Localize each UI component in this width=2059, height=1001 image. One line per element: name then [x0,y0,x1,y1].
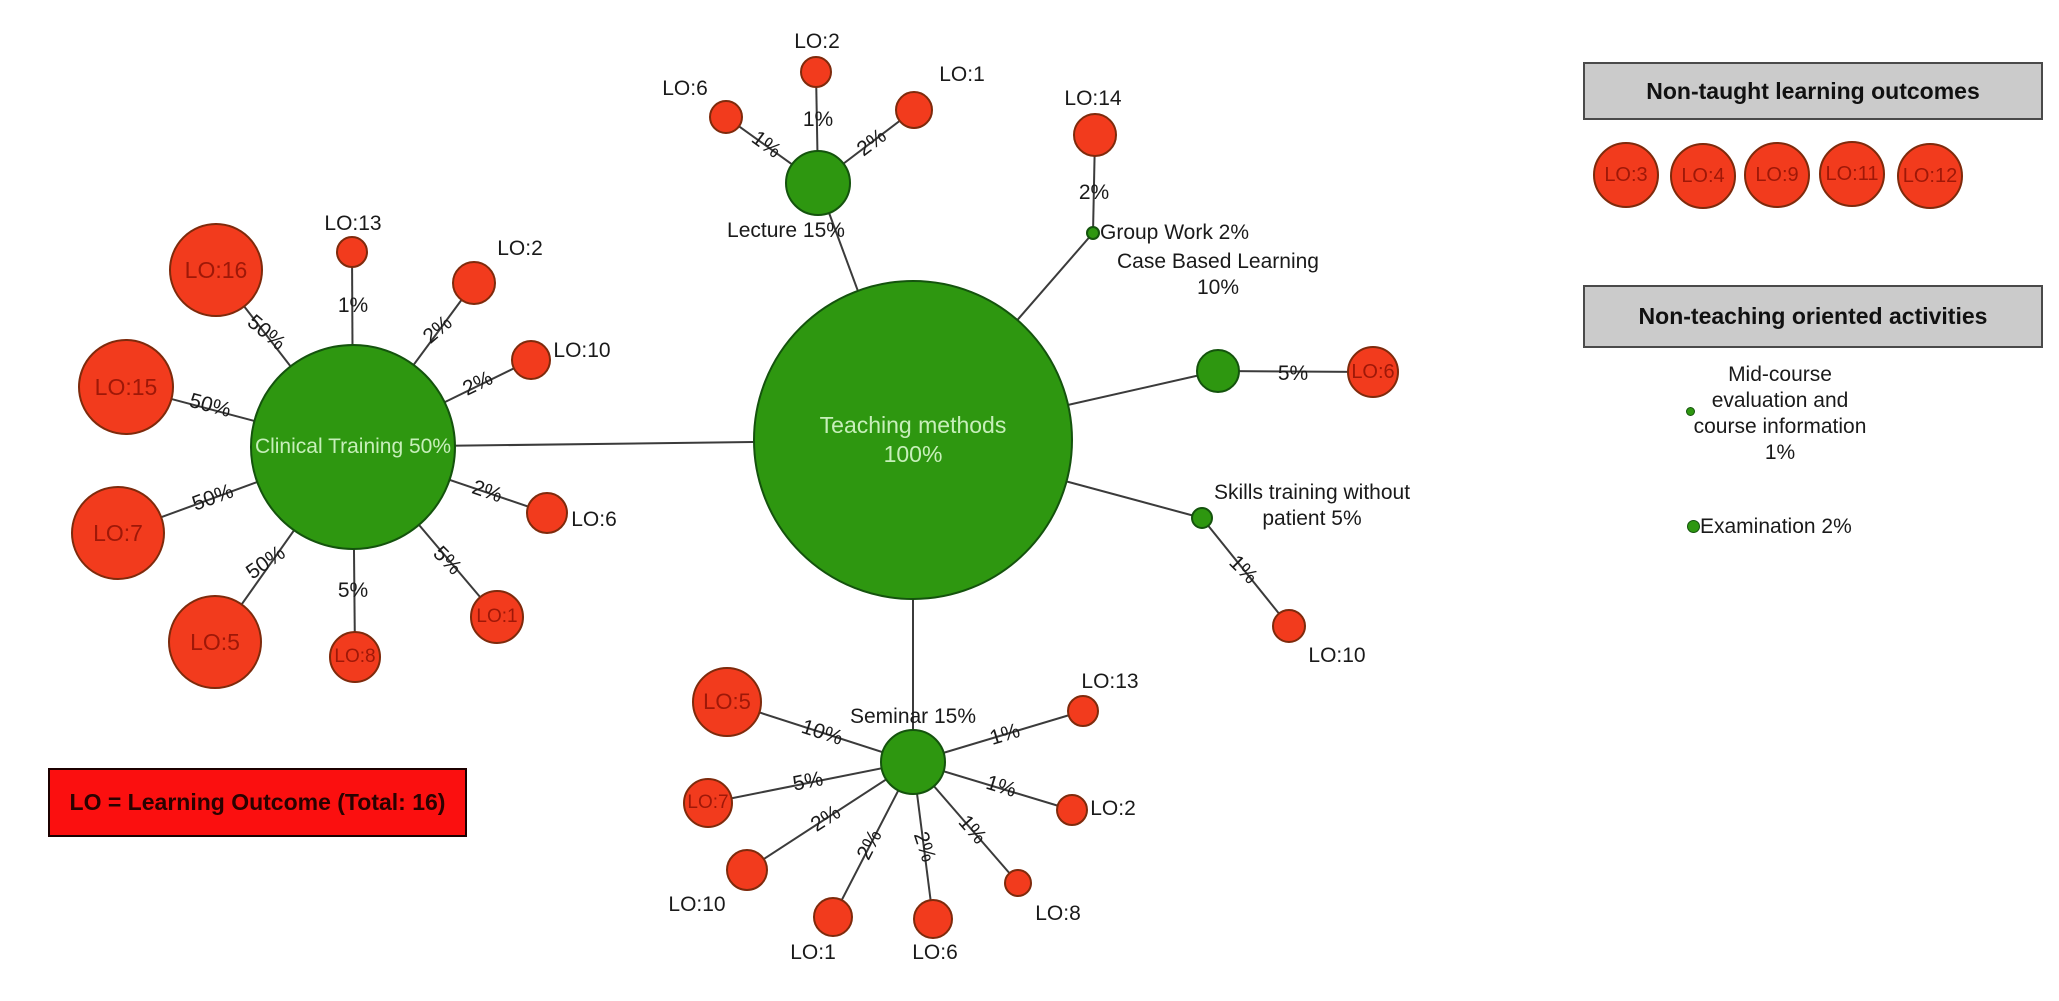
node-clinical-lo8: LO:8 [329,631,381,683]
node-lecture-lo6 [709,100,743,134]
edge-label-groupwork-lo14: 2% [1078,181,1110,204]
skills-hub-label-line2: patient 5% [1262,507,1362,530]
node-skills-lo10 [1272,609,1306,643]
legend-midcourse-line1: Mid-course [1728,363,1832,386]
seminar-hub-label: Seminar 15% [849,705,977,728]
edge-label-clinical-lo8: 5% [337,579,369,602]
node-label-skills-lo10: LO:10 [1308,644,1366,667]
node-lecture-lo1 [895,91,933,129]
node-label-clinical-lo13: LO:13 [324,212,382,235]
node-groupwork-lo14 [1073,113,1117,157]
node-label-lecture-lo1: LO:1 [939,63,985,86]
node-label-clinical-lo2: LO:2 [497,237,543,260]
node-label-clinical-lo6: LO:6 [571,508,617,531]
node-clinical-lo13 [336,236,368,268]
node-clinical-training-hub: Clinical Training 50% [250,344,456,550]
node-casebased-lo6: LO:6 [1347,346,1399,398]
node-lecture-lo2 [800,56,832,88]
legend-activities-title: Non-teaching oriented activities [1638,303,1988,329]
node-label-seminar-lo2: LO:2 [1090,797,1136,820]
node-label-lecture-lo6: LO:6 [662,77,708,100]
legend-nontaught-header: Non-taught learning outcomes [1583,62,2043,120]
node-label-seminar-lo8: LO:8 [1035,902,1081,925]
node-seminar-lo10 [726,849,768,891]
edge-label-lecture-lo2: 1% [802,108,834,131]
node-clinical-lo2 [452,261,496,305]
note-text: LO = Learning Outcome (Total: 16) [69,789,446,815]
node-skills-hub [1191,507,1213,529]
legend-examination-dot [1687,520,1700,533]
legend-midcourse-dot [1686,407,1695,416]
legend-node-lo4: LO:4 [1670,143,1736,209]
casebased-hub-label-line2: 10% [1196,276,1240,299]
legend-examination-label: Examination 2% [1700,515,1852,538]
node-seminar-lo2 [1056,794,1088,826]
legend-node-lo9: LO:9 [1744,142,1810,208]
node-casebased-hub [1196,349,1240,393]
node-seminar-lo7: LO:7 [683,778,733,828]
legend-node-lo11: LO:11 [1819,141,1885,207]
node-clinical-lo5: LO:5 [168,595,262,689]
teaching-hub-label-line2: 100% [883,441,943,467]
edge-label-casebased-lo6: 5% [1277,362,1309,385]
legend-midcourse-line4: 1% [1764,441,1796,464]
node-label-seminar-lo6: LO:6 [912,941,958,964]
node-label-seminar-lo10: LO:10 [668,893,726,916]
edge-skills-lo10 [1201,517,1290,627]
node-label-seminar-lo13: LO:13 [1081,670,1139,693]
legend-node-lo3: LO:3 [1593,142,1659,208]
node-seminar-hub [880,729,946,795]
node-label-groupwork-lo14: LO:14 [1064,87,1122,110]
legend-activities-header: Non-teaching oriented activities [1583,285,2043,348]
legend-node-lo12: LO:12 [1897,143,1963,209]
edge-label-clinical-lo13: 1% [337,294,369,317]
node-seminar-lo1 [813,897,853,937]
node-clinical-lo10 [511,340,551,380]
node-label-clinical-lo10: LO:10 [553,339,611,362]
node-seminar-lo8 [1004,869,1032,897]
node-clinical-lo1: LO:1 [470,590,524,644]
legend-nontaught-title: Non-taught learning outcomes [1646,77,1980,104]
legend-midcourse-line3: course information [1693,415,1867,438]
node-seminar-lo13 [1067,695,1099,727]
node-label-seminar-lo1: LO:1 [790,941,836,964]
node-groupwork-hub [1086,226,1100,240]
edge-seminar-lo7 [707,761,914,804]
casebased-hub-label-line1: Case Based Learning [1117,250,1319,273]
node-clinical-lo6 [526,492,568,534]
groupwork-hub-label: Group Work 2% [1100,221,1249,244]
lecture-hub-label: Lecture 15% [727,219,845,242]
node-clinical-lo7: LO:7 [71,486,165,580]
clinical-hub-label: Clinical Training 50% [254,435,452,458]
node-seminar-lo5: LO:5 [692,667,762,737]
node-label-lecture-lo2: LO:2 [794,30,840,53]
node-seminar-lo6 [913,899,953,939]
note-box: LO = Learning Outcome (Total: 16) [48,768,467,837]
node-lecture-hub [785,150,851,216]
teaching-hub-label-line1: Teaching methods [819,412,1007,438]
legend-midcourse-line2: evaluation and [1711,389,1849,412]
node-clinical-lo15: LO:15 [78,339,174,435]
node-clinical-lo16: LO:16 [169,223,263,317]
skills-hub-label-line1: Skills training without [1213,481,1411,504]
node-teaching-methods-hub: Teaching methods 100% [753,280,1073,600]
